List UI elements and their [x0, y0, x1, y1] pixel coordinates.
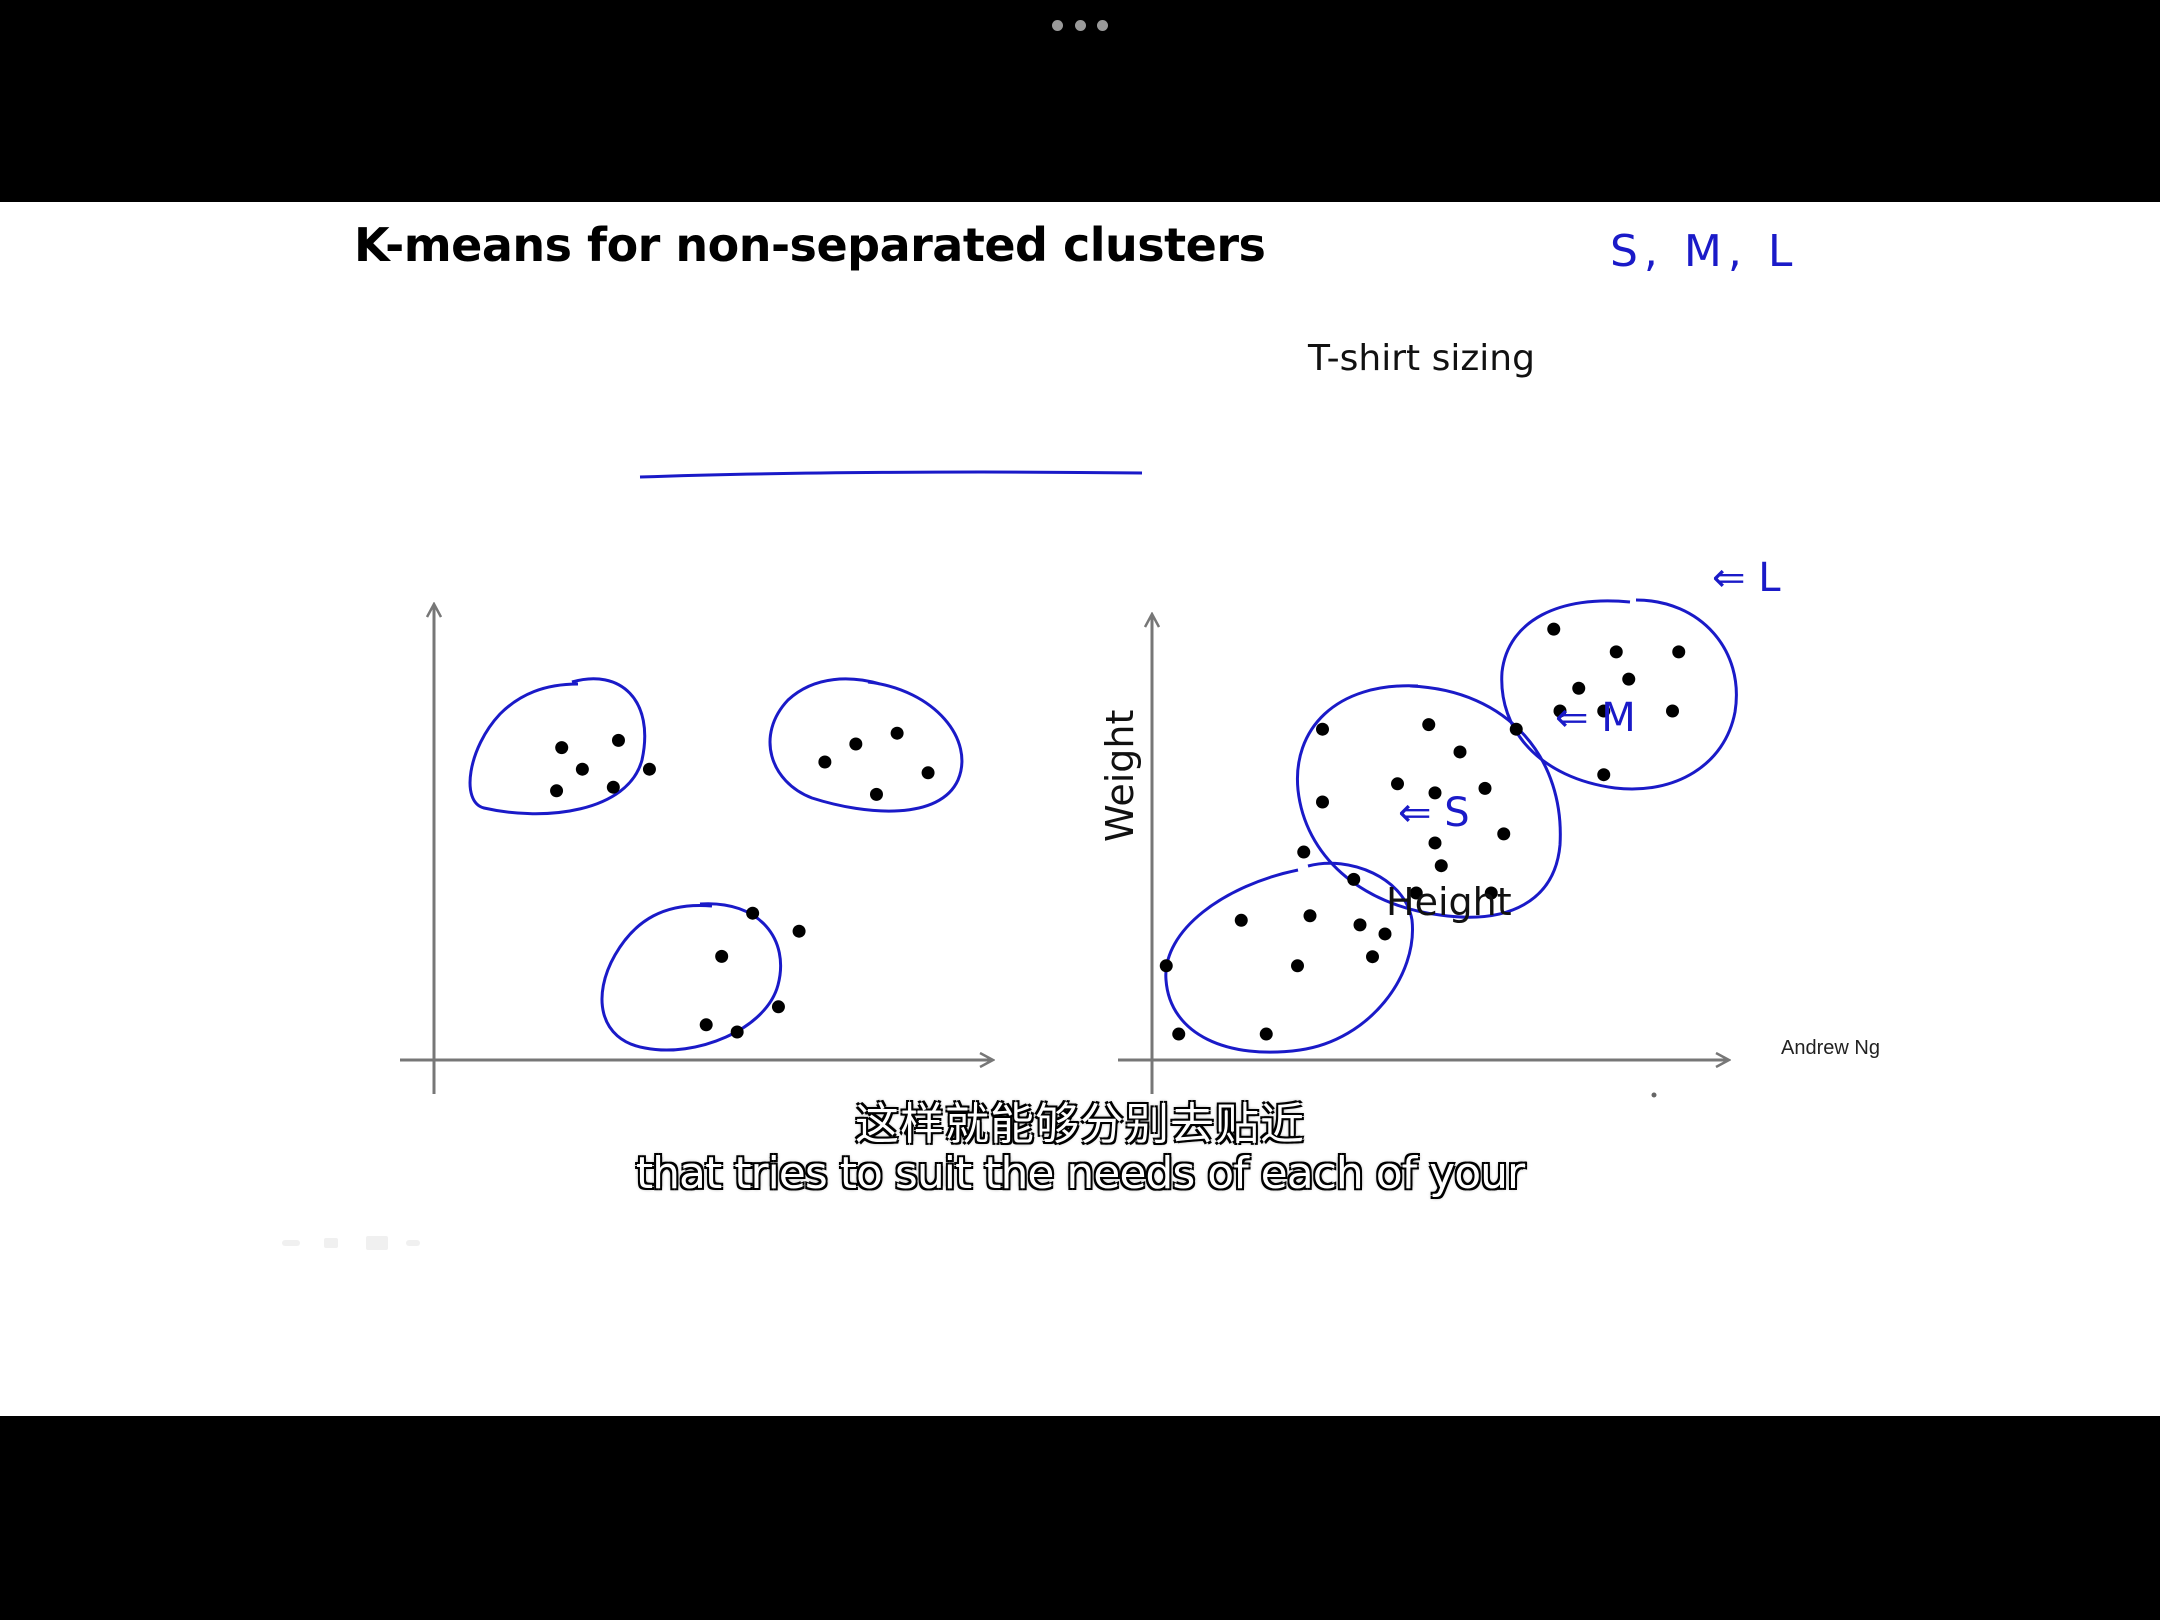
data-point — [1509, 722, 1523, 736]
data-point — [642, 762, 656, 776]
right-chart-points — [1159, 622, 1686, 1041]
data-point — [869, 787, 883, 801]
more-options-menu[interactable] — [1052, 16, 1108, 34]
dot-icon — [1052, 19, 1063, 31]
author-credit: Andrew Ng — [1781, 1037, 1880, 1059]
data-point — [1347, 872, 1361, 886]
title-underline — [639, 470, 1143, 479]
left-chart-points — [550, 726, 935, 1039]
data-point — [1428, 836, 1442, 850]
data-point — [1378, 927, 1392, 941]
data-point — [1572, 681, 1586, 695]
data-point — [1453, 745, 1467, 759]
right-chart-title: T-shirt sizing — [1308, 338, 1535, 379]
data-point — [1609, 645, 1623, 659]
data-point — [1259, 1027, 1273, 1041]
data-point — [1291, 959, 1304, 973]
data-point — [1297, 845, 1311, 859]
data-point — [555, 741, 569, 755]
data-point — [1622, 672, 1636, 686]
cluster-label-small: ⇐ S — [1398, 790, 1470, 836]
data-point — [1428, 786, 1442, 800]
x-axis-label: Height — [1386, 880, 1512, 924]
data-point — [1672, 645, 1686, 659]
data-point — [771, 1000, 785, 1014]
subtitle-chinese: 这样就能够分别去贴近 — [855, 1099, 1305, 1150]
data-point — [792, 924, 806, 938]
right-chart-cluster-outlines — [1164, 598, 1738, 1054]
cluster-label-large: ⇐ L — [1712, 555, 1781, 601]
handwritten-sizes-note: S, M, L — [1610, 226, 1799, 277]
data-point — [1159, 959, 1173, 973]
data-point — [1597, 768, 1611, 782]
data-point — [921, 766, 935, 780]
data-point — [1409, 886, 1423, 900]
stray-mark — [1651, 1092, 1657, 1098]
data-point — [1478, 781, 1492, 795]
left-chart-axes — [400, 605, 992, 1094]
pen-tool-icon — [282, 1240, 300, 1246]
data-point — [1316, 795, 1329, 809]
more-tools-icon — [406, 1240, 420, 1246]
slide-title: K-means for non-separated clusters — [354, 218, 1266, 272]
data-point — [575, 762, 589, 776]
data-point — [1316, 722, 1329, 736]
data-point — [1666, 704, 1679, 718]
right-chart-axes — [1118, 615, 1728, 1094]
data-point — [606, 780, 620, 794]
y-axis-label: Weight — [1098, 709, 1142, 842]
cluster-label-medium: ⇐ M — [1555, 695, 1636, 741]
dot-icon — [1074, 19, 1086, 31]
data-point — [818, 755, 832, 769]
faint-player-controls — [282, 1236, 420, 1250]
data-point — [1353, 918, 1367, 932]
data-point — [550, 784, 564, 798]
slides-icon — [366, 1236, 388, 1250]
data-point — [1597, 704, 1611, 718]
data-point — [1234, 913, 1248, 927]
data-point — [1547, 622, 1561, 636]
data-point — [699, 1018, 713, 1032]
pointer-tool-icon — [324, 1238, 338, 1248]
subtitle-english: that tries to suit the needs of each of … — [635, 1148, 1525, 1199]
dot-icon — [1097, 19, 1108, 31]
data-point — [611, 733, 625, 747]
data-point — [746, 906, 760, 920]
data-point — [1497, 827, 1511, 841]
lecture-slide — [0, 202, 2160, 1416]
data-point — [1484, 886, 1498, 900]
data-point — [849, 737, 863, 751]
data-point — [1553, 704, 1567, 718]
data-point — [890, 726, 904, 740]
data-point — [1172, 1027, 1186, 1041]
data-point — [730, 1025, 744, 1039]
left-chart-cluster-outlines — [468, 677, 964, 1052]
data-point — [1366, 950, 1379, 964]
data-point — [1422, 718, 1436, 732]
data-point — [715, 949, 729, 963]
data-point — [1303, 909, 1317, 923]
data-point — [1434, 859, 1448, 873]
data-point — [1391, 777, 1404, 791]
